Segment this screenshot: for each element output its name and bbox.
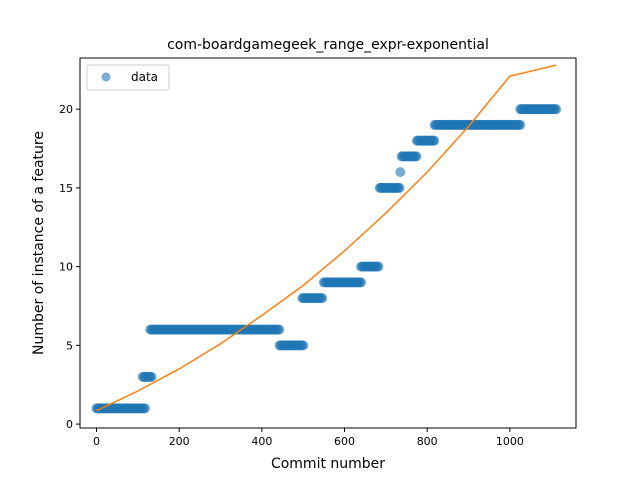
x-tick-label: 800 bbox=[417, 435, 438, 448]
x-tick-label: 0 bbox=[93, 435, 100, 448]
data-point bbox=[551, 104, 562, 115]
x-tick-label: 600 bbox=[334, 435, 355, 448]
y-tick-label: 20 bbox=[59, 103, 73, 116]
data-point bbox=[274, 324, 285, 335]
y-axis-label: Number of instance of a feature bbox=[31, 131, 47, 355]
legend-box bbox=[86, 64, 170, 91]
series-data-points bbox=[91, 104, 562, 414]
data-point bbox=[317, 293, 328, 304]
x-axis-label: Commit number bbox=[271, 456, 385, 472]
fit-line bbox=[96, 64, 557, 412]
data-point bbox=[146, 371, 157, 382]
data-point bbox=[515, 119, 526, 130]
data-point bbox=[373, 261, 384, 272]
y-tick-label: 5 bbox=[66, 339, 73, 352]
axes-layer: 0 200 400 600 800 1000 0 5 10 15 20 bbox=[59, 57, 577, 448]
plot-background bbox=[80, 58, 576, 428]
x-tick-label: 200 bbox=[169, 435, 190, 448]
legend-marker-data bbox=[101, 72, 111, 82]
y-tick-label: 10 bbox=[59, 261, 73, 274]
data-point bbox=[394, 182, 405, 193]
x-tick-label: 400 bbox=[251, 435, 272, 448]
y-tick-label: 0 bbox=[66, 418, 73, 431]
data-point bbox=[139, 403, 150, 414]
legend-label-data: data bbox=[131, 70, 158, 84]
x-tick-label: 1000 bbox=[496, 435, 524, 448]
data-point bbox=[411, 151, 422, 162]
chart-title: com-boardgamegeek_range_expr-exponential bbox=[167, 37, 489, 53]
data-point bbox=[395, 167, 406, 178]
data-layer bbox=[91, 64, 562, 414]
plot-frame bbox=[79, 57, 577, 429]
data-point bbox=[298, 340, 309, 351]
y-tick-label: 15 bbox=[59, 182, 73, 195]
legend: data bbox=[86, 64, 170, 91]
data-point bbox=[429, 135, 440, 146]
data-point bbox=[356, 277, 367, 288]
